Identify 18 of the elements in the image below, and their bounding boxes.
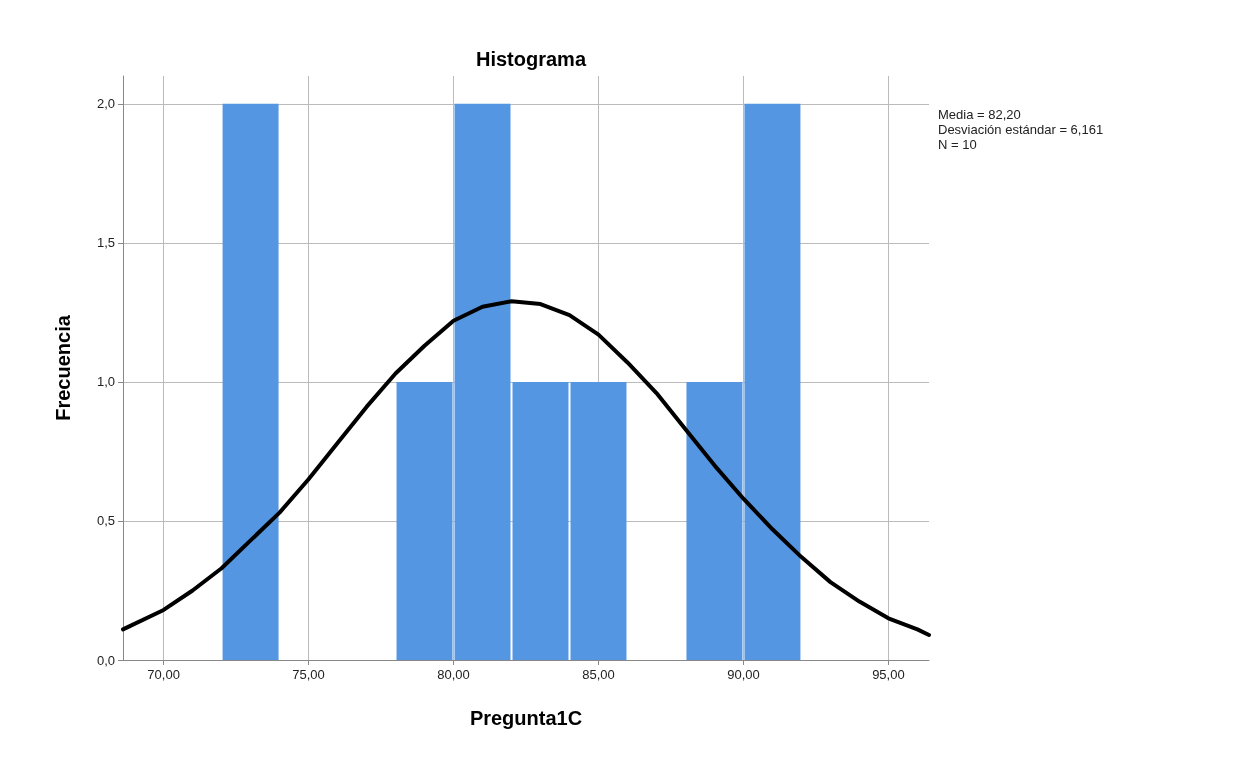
text: N = 10 xyxy=(938,137,977,152)
x-tick-label: 95,00 xyxy=(872,667,905,682)
y-tick-label: 1,0 xyxy=(96,374,115,390)
text: Desviación estándar = 6,161 xyxy=(938,122,1104,137)
y-tick-label: 0,5 xyxy=(96,513,115,529)
line-series xyxy=(121,299,931,637)
x-axis-title: Pregunta1C xyxy=(469,707,583,729)
y-tick-label: 2,0 xyxy=(96,96,115,112)
x-tick-label: 70,00 xyxy=(147,667,180,682)
x-tick-label: 75,00 xyxy=(292,667,325,682)
y-axis-title: Frecuencia xyxy=(52,314,74,421)
x-tick-label: 90,00 xyxy=(727,667,760,682)
chart-title: Histograma xyxy=(475,48,587,70)
x-tick-label: 80,00 xyxy=(437,667,470,682)
text: Media = 82,20 xyxy=(938,107,1021,122)
x-tick-label: 85,00 xyxy=(582,667,615,682)
y-tick-label: 0,0 xyxy=(96,652,115,668)
y-tick-label: 1,5 xyxy=(96,235,115,251)
